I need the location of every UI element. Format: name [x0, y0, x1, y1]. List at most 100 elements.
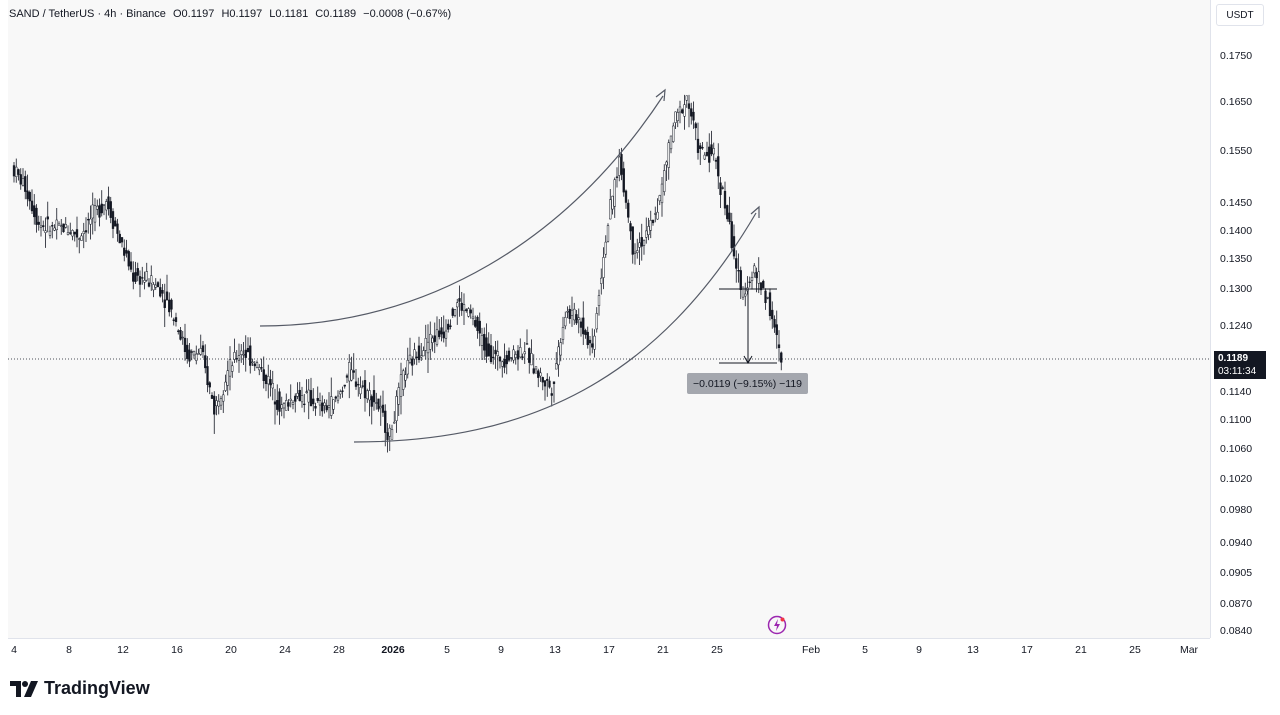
candle-body: [757, 271, 760, 284]
candle-body: [660, 183, 664, 204]
candle-body: [82, 231, 85, 234]
candle-body: [168, 299, 171, 313]
candle-body: [755, 272, 758, 279]
candle-body: [21, 178, 25, 186]
candle-body: [645, 230, 648, 238]
candle-body: [307, 389, 310, 403]
candle-body: [222, 394, 225, 402]
candle-body: [262, 369, 265, 381]
candle-body: [442, 331, 445, 339]
legend-symbol[interactable]: SAND / TetherUS · 4h · Binance: [9, 8, 166, 20]
candle-body: [604, 241, 607, 255]
candle-body: [125, 250, 128, 254]
price-tick: 0.1650: [1220, 96, 1253, 108]
candle-body: [453, 309, 457, 316]
candle-body: [469, 309, 472, 314]
candle-body: [672, 125, 675, 142]
candle-body: [620, 154, 623, 175]
candle-body: [633, 251, 637, 254]
candle-body: [384, 410, 387, 433]
candle-body: [552, 381, 556, 384]
price-tick: 0.1240: [1220, 320, 1253, 332]
candle-body: [159, 287, 162, 297]
candle-body: [51, 225, 54, 227]
candle-body: [638, 242, 641, 248]
candle-body: [651, 219, 655, 224]
candle-body: [735, 258, 738, 269]
candle-body: [613, 179, 616, 207]
candle-body: [102, 204, 106, 206]
candle-body: [368, 390, 371, 401]
candle-body: [156, 282, 160, 288]
candle-body: [489, 345, 493, 363]
candle-body: [352, 370, 355, 373]
candle-body: [300, 395, 304, 403]
time-axis[interactable]: [8, 638, 1210, 661]
candle-body: [296, 393, 299, 397]
candle-body: [327, 405, 331, 408]
candle-body: [332, 399, 335, 410]
candle-body: [170, 299, 173, 310]
candle-body: [629, 223, 632, 232]
candle-body: [370, 396, 373, 407]
candle-body: [748, 281, 751, 283]
candle-body: [624, 190, 628, 203]
candle-body: [521, 356, 524, 359]
candle-body: [602, 257, 605, 278]
price-axis[interactable]: [1210, 0, 1280, 638]
candle-body: [766, 297, 769, 299]
candle-body: [773, 319, 776, 328]
candle-body: [726, 205, 729, 220]
candle-body: [595, 313, 598, 330]
candle-body: [496, 351, 499, 356]
candle-body: [615, 176, 619, 178]
candle-body: [575, 314, 578, 324]
lightning-icon[interactable]: [767, 615, 787, 635]
time-tick: 12: [117, 644, 129, 656]
candle-body: [321, 402, 324, 412]
candle-body: [710, 144, 713, 155]
candle-body: [397, 387, 400, 405]
price-range-label[interactable]: −0.0119 (−9.15%) −119: [687, 373, 808, 394]
candle-body: [147, 282, 151, 287]
candle-body: [721, 187, 724, 189]
candle-body: [568, 308, 571, 319]
candle-body: [258, 367, 261, 371]
candle-body: [586, 331, 589, 346]
chart-pane[interactable]: [8, 0, 1210, 638]
candle-body: [75, 229, 79, 238]
candle-body: [172, 319, 175, 321]
tradingview-logo[interactable]: TradingView: [10, 678, 150, 699]
candle-body: [431, 337, 434, 343]
candle-body: [37, 221, 40, 225]
candle-body: [622, 168, 625, 193]
measure-arrowhead: [743, 355, 753, 365]
candle-body: [656, 211, 659, 220]
candle-body: [420, 355, 423, 358]
candle-body: [114, 220, 117, 227]
candle-body: [631, 226, 634, 255]
candle-body: [665, 161, 668, 166]
candle-body: [730, 221, 733, 249]
candle-body: [433, 335, 436, 342]
candle-body: [118, 233, 121, 244]
candle-body: [627, 202, 630, 218]
candle-body: [703, 154, 706, 160]
price-chart[interactable]: [8, 0, 1210, 638]
candle-body: [334, 396, 337, 399]
candle-body: [780, 352, 783, 363]
candle-body: [206, 366, 209, 385]
candle-body: [429, 333, 432, 350]
candle-body: [69, 232, 72, 234]
candle-body: [134, 272, 137, 282]
candle-body: [712, 148, 715, 155]
candle-body: [246, 348, 250, 352]
candle-body: [107, 196, 110, 209]
candle-body: [314, 406, 317, 409]
candle-body: [705, 151, 709, 156]
candle-body: [226, 370, 229, 386]
candle-body: [528, 348, 531, 363]
candle-body: [739, 270, 742, 290]
candle-body: [354, 381, 358, 387]
currency-button[interactable]: USDT: [1216, 4, 1264, 26]
